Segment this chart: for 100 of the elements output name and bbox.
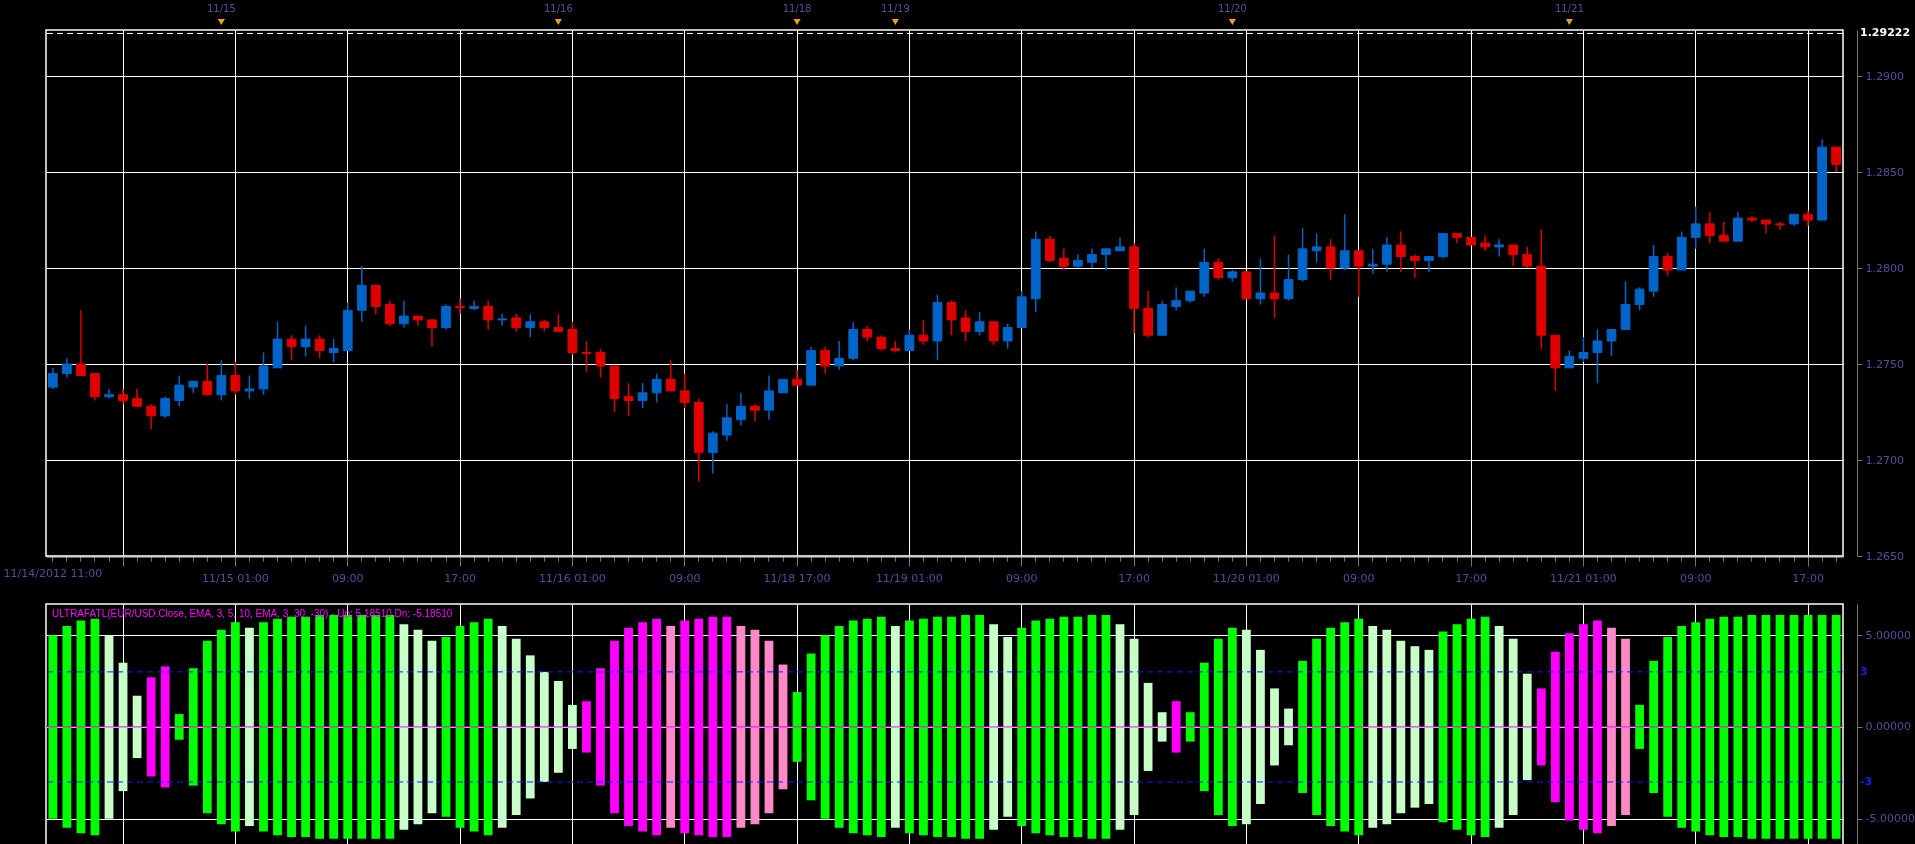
bar <box>483 618 493 727</box>
candlestick <box>104 388 114 400</box>
bar <box>216 629 226 727</box>
candlestick <box>1704 211 1715 244</box>
candlestick <box>820 346 831 375</box>
bar <box>1017 627 1027 727</box>
bar <box>1242 629 1251 727</box>
bar <box>919 726 928 836</box>
candlestick <box>1101 248 1111 271</box>
bar <box>876 616 886 727</box>
candlestick <box>146 403 157 431</box>
candlestick <box>258 351 269 396</box>
bar <box>329 615 339 727</box>
bar <box>905 620 914 727</box>
bar <box>1635 704 1644 727</box>
candlestick <box>1395 230 1406 273</box>
text: 11/20 <box>1217 3 1247 14</box>
ref-line-label: -3 <box>1860 774 1873 788</box>
candlestick <box>1367 248 1378 275</box>
bar <box>259 726 268 832</box>
candlestick <box>918 319 929 346</box>
y-tick-label: -5.00000 <box>1865 812 1915 826</box>
x-tick-label: 11/18 17:00 <box>763 571 831 585</box>
text: 11/18 <box>782 3 812 14</box>
bar <box>1649 726 1658 793</box>
bar <box>188 668 198 727</box>
candlestick <box>427 319 437 348</box>
bar <box>862 726 872 836</box>
bar <box>1045 726 1055 836</box>
bar <box>1185 712 1195 727</box>
candlestick <box>1339 213 1350 271</box>
candlestick <box>567 321 578 356</box>
bar <box>1494 626 1504 727</box>
bar <box>1705 618 1715 727</box>
bar <box>1213 726 1223 815</box>
bar <box>259 622 268 727</box>
bar <box>1789 726 1799 839</box>
bar <box>1396 640 1406 727</box>
bar <box>1508 638 1518 727</box>
bar <box>568 704 577 727</box>
bar <box>1101 615 1111 727</box>
bar <box>1719 616 1729 727</box>
bar <box>1199 662 1209 727</box>
candlestick <box>300 324 311 358</box>
candlestick <box>62 357 72 379</box>
bar <box>1227 627 1237 727</box>
candlestick <box>1522 246 1533 269</box>
bar <box>947 616 956 727</box>
candlestick <box>679 372 690 409</box>
bar <box>1607 726 1616 826</box>
bar <box>1354 726 1364 836</box>
candlestick <box>525 313 536 338</box>
bar <box>1396 726 1406 814</box>
bar <box>666 626 676 727</box>
bar <box>1649 660 1658 727</box>
bar <box>1199 726 1209 792</box>
bar <box>1045 618 1055 727</box>
candlestick <box>988 321 999 346</box>
candlestick <box>736 392 746 427</box>
candlestick <box>1255 257 1266 306</box>
bar <box>1831 615 1841 727</box>
candlestick <box>1325 238 1336 281</box>
bar <box>1677 726 1687 828</box>
bar <box>905 726 914 834</box>
bar <box>1368 726 1378 828</box>
candlestick <box>665 359 676 392</box>
y-tick-label: 1.2800 <box>1865 261 1904 275</box>
bar <box>315 726 325 839</box>
bar <box>1017 726 1027 826</box>
bar <box>1733 616 1743 727</box>
bar <box>539 671 549 727</box>
bar <box>497 726 507 828</box>
bar <box>245 627 254 727</box>
text: 11/21 <box>1554 3 1584 14</box>
bar <box>273 618 282 727</box>
bar <box>1621 726 1630 815</box>
bar <box>1284 708 1293 727</box>
bar <box>961 615 970 727</box>
candlestick <box>76 309 86 377</box>
candlestick <box>47 367 58 390</box>
bar <box>48 635 58 727</box>
candlestick <box>960 309 971 342</box>
candlestick <box>1508 244 1519 267</box>
x-tick-label: 11/21 01:00 <box>1549 571 1617 585</box>
x-tick-label: 11/20 01:00 <box>1212 571 1280 585</box>
candlestick <box>230 361 241 396</box>
candlestick <box>1115 236 1125 252</box>
bar <box>216 726 226 825</box>
bar <box>933 726 942 837</box>
candlestick <box>1171 286 1182 312</box>
bar <box>1256 726 1265 804</box>
bar <box>371 726 381 839</box>
y-tick-label: 0.00000 <box>1865 720 1911 734</box>
bar <box>1382 629 1392 727</box>
bar <box>1157 726 1167 742</box>
bar <box>371 615 381 727</box>
bar <box>1621 638 1630 727</box>
x-tick-label: 09:00 <box>668 571 701 585</box>
bar <box>385 615 395 727</box>
bar <box>1298 660 1307 727</box>
